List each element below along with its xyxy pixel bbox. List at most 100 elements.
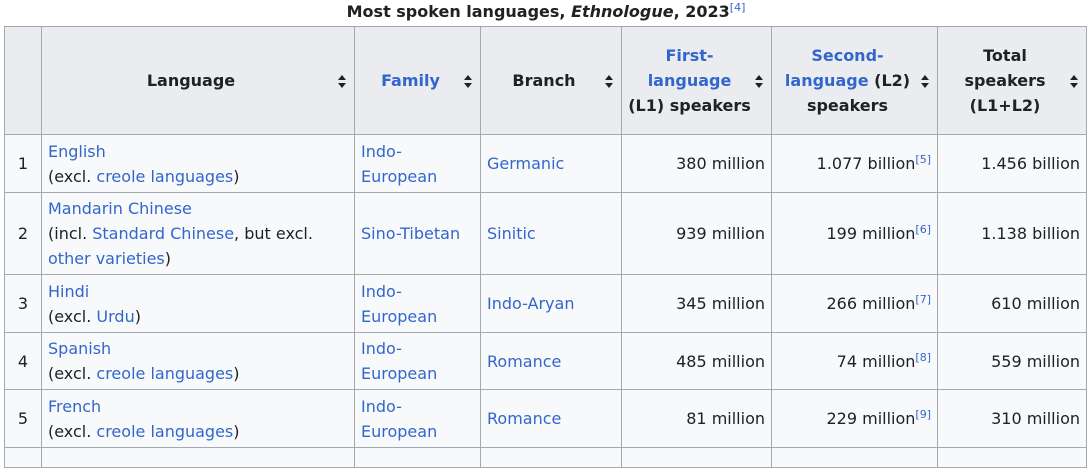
reference-link[interactable]: [9] [915, 408, 931, 421]
language-link[interactable]: English [48, 141, 106, 161]
language-note: (incl. [48, 224, 93, 243]
reference-link[interactable]: [7] [915, 293, 931, 306]
l2-speakers-value: 199 million [826, 224, 916, 243]
l1-speakers-cell: 939 million [621, 192, 772, 275]
language-cell: French (excl. creole languages) [41, 389, 355, 448]
total-speakers-cell: 1.138 billion [937, 192, 1087, 275]
language-link[interactable]: Spanish [48, 339, 112, 358]
sort-icon[interactable] [755, 74, 763, 88]
rank-cell: 2 [4, 192, 42, 275]
family-cell: Indo-European [354, 274, 481, 333]
branch-cell: Germanic [480, 134, 622, 193]
family-link[interactable]: Sino-Tibetan [361, 224, 461, 243]
table-row: 5 French (excl. creole languages) Indo-Eu… [4, 389, 1087, 448]
l1-speakers-cell: 380 million [621, 134, 772, 193]
rank-column-header [4, 26, 42, 135]
column-header-l2-speakers[interactable]: Second-language (L2) speakers [771, 26, 938, 135]
sort-icon[interactable] [1070, 74, 1078, 88]
branch-cell: Romance [480, 332, 622, 390]
language-link[interactable]: French [48, 396, 102, 416]
l1-speakers-cell [621, 447, 772, 468]
branch-cell: Romance [480, 389, 622, 448]
sort-icon[interactable] [464, 74, 472, 88]
table-row-partial [4, 447, 1087, 468]
family-cell: Indo-European [354, 389, 481, 448]
language-note-middle: , but excl. [234, 224, 313, 243]
caption-suffix: , 2023 [673, 2, 730, 21]
language-note: (excl. [48, 421, 97, 441]
sort-icon[interactable] [338, 74, 346, 88]
sort-icon[interactable] [921, 74, 929, 88]
family-cell [354, 447, 481, 468]
family-cell: Indo-European [354, 332, 481, 390]
column-header-l1-speakers[interactable]: First-language (L1) speakers [621, 26, 772, 135]
language-note-link[interactable]: Standard Chinese [92, 224, 235, 243]
family-cell: Sino-Tibetan [354, 192, 481, 275]
language-note-link[interactable]: other varieties [48, 249, 165, 268]
l1-speakers-cell: 345 million [621, 274, 772, 333]
reference-link[interactable]: [6] [915, 223, 931, 236]
reference-link[interactable]: [5] [915, 153, 931, 166]
header-branch-label: Branch [512, 71, 576, 90]
branch-link[interactable]: Sinitic [487, 224, 536, 243]
column-header-branch[interactable]: Branch [480, 26, 622, 135]
total-speakers-cell: 559 million [937, 332, 1087, 390]
family-link[interactable]: Indo-European [361, 396, 438, 441]
branch-link[interactable]: Indo-Aryan [487, 294, 575, 313]
language-note-end: ) [233, 364, 240, 383]
caption-source: Ethnologue [571, 2, 674, 21]
total-speakers-cell [937, 447, 1087, 468]
language-note-link[interactable]: creole languages [96, 421, 234, 441]
language-note-link[interactable]: creole languages [96, 166, 234, 186]
language-cell [41, 447, 355, 468]
language-note-end: ) [164, 249, 171, 268]
rank-cell [4, 447, 42, 468]
reference-link[interactable]: [8] [915, 350, 931, 364]
l1-speakers-cell: 485 million [621, 332, 772, 390]
header-first-language-link[interactable]: First-language [647, 46, 732, 90]
branch-link[interactable]: Germanic [487, 154, 565, 173]
language-note-link[interactable]: Urdu [96, 306, 135, 326]
column-header-language[interactable]: Language [41, 26, 355, 135]
table-row: 4 Spanish (excl. creole languages) Indo-E… [4, 332, 1087, 390]
language-note-end: ) [233, 166, 240, 186]
language-note: (excl. [48, 306, 97, 326]
header-total-label: Total speakers (L1+L2) [964, 46, 1046, 115]
table-row: 3 Hindi (excl. Urdu) Indo-European Indo-A… [4, 274, 1087, 333]
rank-cell: 4 [4, 332, 42, 390]
branch-cell: Sinitic [480, 192, 622, 275]
language-cell: Spanish (excl. creole languages) [41, 332, 355, 390]
header-row: Language Family Branch First-language (L… [4, 26, 1087, 135]
language-note-link[interactable]: creole languages [96, 364, 234, 383]
column-header-total-speakers[interactable]: Total speakers (L1+L2) [937, 26, 1087, 135]
family-link[interactable]: Indo-European [361, 281, 438, 326]
language-note: (excl. [48, 364, 97, 383]
l2-speakers-cell: 1.077 billion[5] [771, 134, 938, 193]
family-cell: Indo-European [354, 134, 481, 193]
branch-link[interactable]: Romance [487, 409, 562, 428]
family-link[interactable]: Indo-European [361, 141, 438, 186]
column-header-family[interactable]: Family [354, 26, 481, 135]
branch-link[interactable]: Romance [487, 351, 562, 371]
sort-icon[interactable] [605, 74, 613, 88]
l2-speakers-cell: 266 million[7] [771, 274, 938, 333]
branch-cell [480, 447, 622, 468]
table-caption: Most spoken languages, Ethnologue, 2023[… [0, 2, 1092, 22]
language-link[interactable]: Mandarin Chinese [48, 199, 192, 218]
header-family-link[interactable]: Family [381, 71, 440, 90]
language-cell: Mandarin Chinese (incl. Standard Chinese,… [41, 192, 355, 275]
total-speakers-cell: 1.456 billion [937, 134, 1087, 193]
language-link[interactable]: Hindi [48, 281, 90, 301]
l2-speakers-cell: 229 million[9] [771, 389, 938, 448]
rank-cell: 1 [4, 134, 42, 193]
languages-table: Language Family Branch First-language (L… [4, 26, 1087, 468]
l2-speakers-value: 1.077 billion [816, 154, 916, 173]
header-second-language-link[interactable]: Second-language [784, 46, 884, 90]
family-link[interactable]: Indo-European [361, 339, 438, 383]
rank-cell: 3 [4, 274, 42, 333]
table-row: 1 English (excl. creole languages) Indo-E… [4, 134, 1087, 193]
language-note-end: ) [233, 421, 240, 441]
l2-speakers-cell: 74 million[8] [771, 332, 938, 390]
caption-reference-link[interactable]: [4] [729, 1, 746, 14]
branch-cell: Indo-Aryan [480, 274, 622, 333]
